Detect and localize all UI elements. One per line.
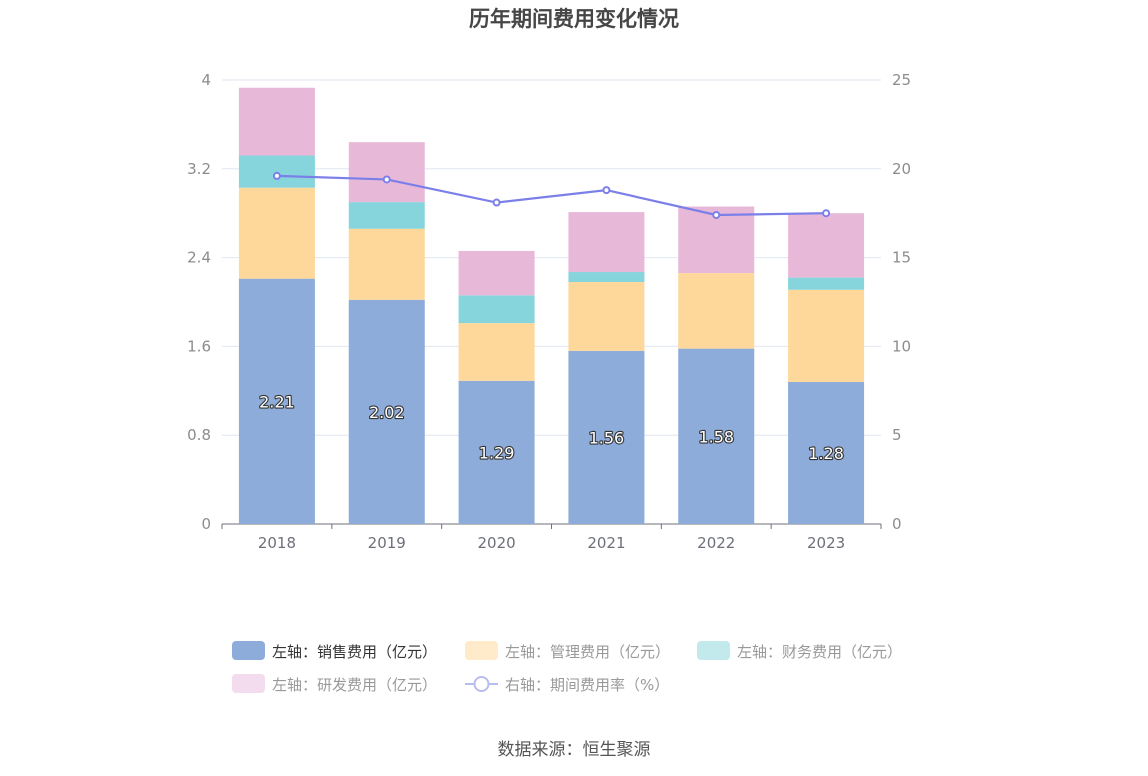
- bar-data-label: 1.58: [698, 427, 734, 446]
- legend-label: 左轴：销售费用（亿元）: [272, 643, 437, 661]
- legend-item[interactable]: 左轴：管理费用（亿元）: [465, 641, 670, 661]
- legend-swatch: [697, 641, 730, 660]
- left-axis-tick: 2.4: [187, 249, 211, 267]
- grid-lines: [222, 79, 881, 436]
- x-axis-tick: 2018: [258, 534, 296, 552]
- bar-segment-1[interactable]: [568, 282, 645, 351]
- bar-segment-1[interactable]: [678, 273, 755, 349]
- bar-segment-3[interactable]: [238, 87, 315, 156]
- legend-label: 右轴：期间费用率（%）: [505, 676, 669, 694]
- rate-point[interactable]: [272, 171, 281, 180]
- right-axis-tick: 10: [892, 337, 911, 355]
- rate-point[interactable]: [822, 209, 831, 218]
- legend-item[interactable]: 左轴：研发费用（亿元）: [232, 674, 437, 694]
- x-axis-tick: 2019: [368, 534, 406, 552]
- x-axis-tick: 2021: [587, 534, 625, 552]
- bar-segment-2[interactable]: [458, 295, 535, 324]
- legend-swatch: [232, 641, 265, 660]
- bar-segment-3[interactable]: [458, 250, 535, 296]
- legend-swatch: [232, 674, 265, 693]
- rate-line: [276, 174, 827, 217]
- bar-segment-0[interactable]: [568, 350, 645, 524]
- bar-segment-1[interactable]: [458, 323, 535, 381]
- legend-item[interactable]: 左轴：财务费用（亿元）: [697, 641, 902, 661]
- bar-segment-0[interactable]: [788, 381, 865, 524]
- bar-data-label: 2.21: [259, 392, 295, 411]
- bar-segment-2[interactable]: [568, 272, 645, 283]
- legend-line-marker: [473, 676, 490, 692]
- axes: 0 0.8 1.6 2.4 3.2 4 0 5 10 15 20 25 2018 2019 2020 2021…: [187, 71, 911, 552]
- bar-data-label: 2.02: [369, 403, 405, 422]
- bar-segment-3[interactable]: [788, 213, 865, 278]
- bar-segment-2[interactable]: [788, 277, 865, 290]
- left-axis-tick: 4: [201, 71, 211, 89]
- left-axis-tick: 3.2: [187, 160, 211, 178]
- left-axis-tick: 0: [201, 515, 211, 533]
- right-axis-tick: 0: [892, 515, 902, 533]
- source-note: 数据来源：恒生聚源: [498, 740, 651, 760]
- left-axis-tick: 0.8: [187, 426, 211, 444]
- left-axis-tick: 1.6: [187, 337, 211, 355]
- legend-label: 左轴：管理费用（亿元）: [505, 643, 670, 661]
- right-axis-tick: 25: [892, 71, 911, 89]
- bar-segment-0[interactable]: [238, 278, 315, 524]
- rate-point[interactable]: [712, 210, 721, 219]
- right-axis-tick: 20: [892, 160, 911, 178]
- legend-item[interactable]: 右轴：期间费用率（%）: [465, 676, 669, 694]
- bar-segment-3[interactable]: [568, 212, 645, 273]
- right-axis-tick: 15: [892, 249, 911, 267]
- data-labels: 2.21 2.02 1.29 1.56 1.58 1.28: [258, 391, 845, 464]
- rate-point[interactable]: [382, 175, 391, 184]
- legend-label: 左轴：财务费用（亿元）: [737, 643, 902, 661]
- bar-segment-1[interactable]: [348, 228, 425, 300]
- bar-segment-2[interactable]: [348, 202, 425, 229]
- rate-point[interactable]: [492, 198, 501, 207]
- bar-data-label: 1.29: [479, 443, 515, 462]
- rate-line-series: [272, 171, 831, 219]
- bar-segment-0[interactable]: [348, 299, 425, 524]
- bar-data-label: 1.28: [808, 444, 844, 463]
- x-axis-tick: 2023: [807, 534, 845, 552]
- rate-point[interactable]: [602, 186, 611, 195]
- right-axis-tick: 5: [892, 426, 902, 444]
- legend: 左轴：销售费用（亿元） 左轴：管理费用（亿元） 左轴：财务费用（亿元） 左轴：研发费用…: [232, 641, 902, 694]
- bar-segment-1[interactable]: [788, 289, 865, 382]
- x-axis-tick: 2022: [697, 534, 735, 552]
- legend-label: 左轴：研发费用（亿元）: [272, 676, 437, 694]
- bar-segment-1[interactable]: [238, 187, 315, 279]
- legend-swatch: [465, 641, 498, 660]
- bar-segment-0[interactable]: [678, 348, 755, 524]
- bar-segment-3[interactable]: [348, 142, 425, 203]
- bar-data-label: 1.56: [589, 428, 625, 447]
- bar-segment-2[interactable]: [238, 155, 315, 188]
- bar-segment-0[interactable]: [458, 380, 535, 524]
- legend-item[interactable]: 左轴：销售费用（亿元）: [232, 641, 437, 661]
- x-axis-tick: 2020: [477, 534, 515, 552]
- bar-series: [238, 87, 865, 524]
- chart-title: 历年期间费用变化情况: [469, 7, 679, 31]
